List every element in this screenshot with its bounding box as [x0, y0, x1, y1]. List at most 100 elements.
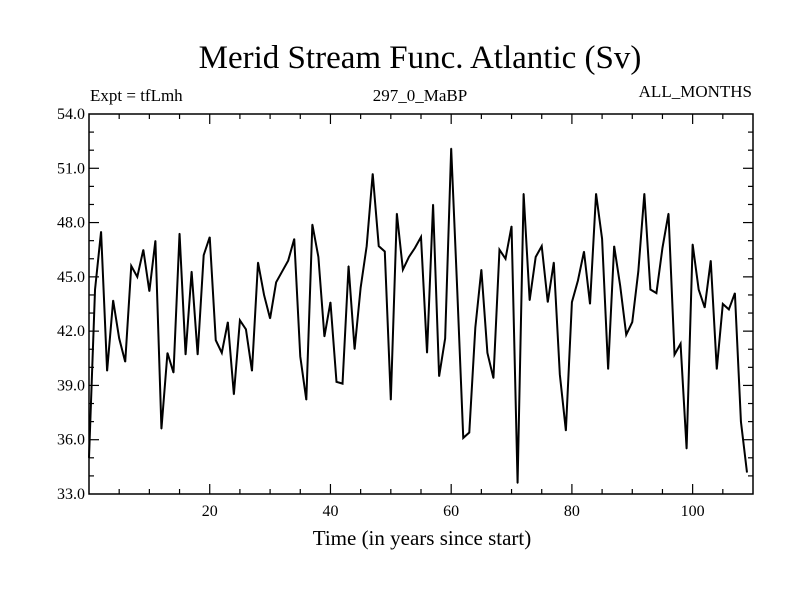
data-point — [124, 361, 126, 363]
data-point — [673, 354, 676, 356]
data-point — [589, 303, 591, 305]
data-point — [716, 368, 718, 370]
data-point — [565, 430, 567, 432]
data-point — [661, 247, 664, 249]
axis-ticks: 20 40 60 80 100 33.0 36.0 39.0 42.0 45.0 48.0 51.0 5… — [57, 106, 753, 520]
data-point — [722, 303, 724, 305]
chart-title: Merid Stream Func. Atlantic (Sv) — [198, 40, 642, 76]
data-point — [583, 250, 585, 253]
data-point — [504, 258, 507, 260]
data-point — [366, 245, 368, 247]
y-tick-label: 42.0 — [57, 323, 85, 340]
data-point — [118, 337, 120, 339]
data-point — [492, 377, 495, 379]
data-point — [643, 193, 645, 195]
data-point — [553, 261, 555, 263]
data-point — [287, 259, 289, 262]
data-point — [637, 270, 639, 273]
series-group — [88, 147, 748, 484]
data-point — [311, 223, 313, 225]
data-point — [613, 245, 615, 247]
x-axis-label: Time (in years since start) — [312, 526, 532, 550]
data-point — [432, 203, 434, 206]
data-point — [710, 259, 712, 262]
chart-subtitle: 297_0_MaBP — [372, 86, 468, 105]
data-point — [372, 173, 374, 175]
data-point — [408, 256, 410, 258]
data-point — [577, 279, 579, 282]
data-point — [547, 301, 549, 303]
data-point — [112, 299, 114, 301]
data-point — [667, 212, 670, 215]
y-tick-label: 33.0 — [57, 486, 85, 503]
y-tick-label: 45.0 — [57, 269, 85, 286]
y-tick-label: 36.0 — [57, 432, 85, 449]
data-point — [529, 299, 531, 301]
data-point — [601, 238, 603, 240]
data-point — [486, 352, 488, 354]
data-point — [523, 193, 525, 195]
data-point — [293, 238, 295, 240]
series-line — [88, 148, 748, 484]
data-point — [559, 373, 561, 376]
data-point — [136, 276, 138, 278]
data-point — [172, 372, 175, 374]
data-point — [269, 317, 271, 320]
data-point — [734, 292, 736, 294]
data-point — [317, 256, 319, 258]
data-point — [468, 431, 470, 434]
x-tick-label: 100 — [681, 503, 705, 520]
data-point — [541, 245, 543, 247]
data-point — [88, 457, 90, 459]
data-point — [341, 383, 344, 385]
data-point — [607, 368, 609, 370]
data-point — [498, 249, 501, 251]
data-point — [100, 231, 102, 233]
data-point — [360, 287, 362, 289]
data-point — [378, 245, 380, 247]
data-point — [354, 348, 356, 350]
x-tick-label: 20 — [202, 503, 218, 520]
data-point — [571, 301, 573, 303]
data-point — [94, 288, 96, 291]
data-point — [655, 292, 658, 294]
data-point — [692, 243, 694, 245]
y-tick-label: 48.0 — [57, 215, 85, 232]
data-point — [384, 250, 386, 253]
data-point — [438, 375, 440, 377]
data-point — [402, 269, 404, 271]
data-point — [209, 236, 211, 238]
data-point — [323, 335, 326, 338]
data-point — [142, 249, 144, 251]
data-point — [305, 399, 307, 401]
data-point — [166, 352, 169, 354]
data-point — [106, 370, 108, 372]
data-point — [299, 355, 301, 358]
data-point — [679, 343, 682, 345]
data-point — [595, 193, 597, 195]
data-point — [728, 308, 730, 311]
x-tick-label: 60 — [443, 503, 459, 520]
data-point — [480, 269, 482, 271]
data-point — [625, 334, 627, 336]
data-point — [619, 285, 621, 287]
data-point — [329, 301, 332, 303]
data-point — [516, 482, 519, 484]
data-point — [221, 352, 223, 354]
data-point — [414, 247, 416, 249]
x-tick-label: 40 — [322, 503, 338, 520]
data-point — [154, 240, 156, 242]
data-point — [456, 288, 458, 291]
data-point — [704, 307, 706, 309]
experiment-label: Expt = tfLmh — [90, 86, 183, 105]
data-point — [275, 281, 277, 283]
data-point — [450, 147, 452, 149]
data-point — [510, 225, 513, 227]
data-point — [462, 437, 464, 439]
data-point — [335, 381, 338, 383]
data-point — [245, 328, 247, 330]
data-point — [130, 265, 132, 267]
y-tick-label: 54.0 — [57, 106, 85, 123]
data-point — [746, 471, 748, 473]
data-point — [160, 428, 163, 430]
